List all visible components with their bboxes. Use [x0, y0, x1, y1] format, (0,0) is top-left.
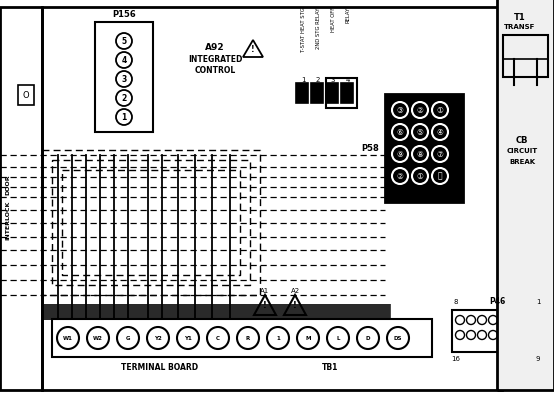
Bar	[95, 22, 153, 132]
Bar	[326, 78, 357, 108]
Bar	[326, 83, 338, 103]
Text: 9: 9	[536, 356, 540, 362]
Text: 16: 16	[452, 356, 460, 362]
Text: W1: W1	[63, 335, 73, 340]
Text: W2: W2	[93, 335, 103, 340]
Text: HEAT OFF: HEAT OFF	[331, 7, 336, 32]
Text: 3: 3	[331, 77, 335, 83]
Text: 2: 2	[316, 77, 320, 83]
Text: C: C	[216, 335, 220, 340]
Bar	[42, 7, 502, 390]
Text: !: !	[251, 45, 255, 53]
Text: O: O	[23, 90, 29, 100]
Bar	[0, 7, 42, 390]
Text: 4: 4	[121, 56, 127, 64]
Text: ⑦: ⑦	[437, 149, 443, 158]
Text: 3: 3	[121, 75, 127, 83]
Text: 1: 1	[301, 77, 305, 83]
Text: BREAK: BREAK	[509, 159, 535, 165]
Circle shape	[392, 102, 408, 118]
Text: P156: P156	[112, 9, 136, 19]
Text: A2: A2	[290, 288, 300, 294]
Text: !: !	[263, 301, 267, 310]
Text: CB: CB	[516, 135, 529, 145]
Bar	[311, 83, 323, 103]
Text: 1: 1	[121, 113, 127, 122]
Circle shape	[432, 146, 448, 162]
Text: P58: P58	[361, 143, 379, 152]
Text: ⑤: ⑤	[417, 128, 423, 137]
Circle shape	[412, 168, 428, 184]
Text: ⓪: ⓪	[438, 171, 442, 181]
Text: Y1: Y1	[184, 335, 192, 340]
Text: TERMINAL BOARD: TERMINAL BOARD	[121, 363, 198, 372]
Text: ④: ④	[437, 128, 443, 137]
Polygon shape	[284, 295, 306, 315]
Bar	[452, 310, 542, 352]
Circle shape	[412, 124, 428, 140]
Text: M: M	[305, 335, 311, 340]
Text: A1: A1	[260, 288, 270, 294]
Text: 4: 4	[346, 77, 350, 83]
Text: T-STAT HEAT STG: T-STAT HEAT STG	[300, 7, 305, 52]
Circle shape	[432, 168, 448, 184]
Circle shape	[392, 124, 408, 140]
Text: ⑥: ⑥	[397, 128, 403, 137]
Text: TB1: TB1	[322, 363, 338, 372]
Circle shape	[432, 102, 448, 118]
Text: ②: ②	[397, 171, 403, 181]
Text: DS: DS	[394, 335, 402, 340]
Bar	[385, 94, 463, 202]
Bar	[503, 35, 548, 77]
Text: ⑨: ⑨	[397, 149, 403, 158]
Circle shape	[432, 124, 448, 140]
Text: ①: ①	[437, 105, 443, 115]
Bar	[18, 85, 34, 105]
Circle shape	[392, 146, 408, 162]
Text: ⑧: ⑧	[417, 149, 423, 158]
Polygon shape	[254, 295, 276, 315]
Text: 2: 2	[121, 94, 127, 102]
Text: ③: ③	[397, 105, 403, 115]
Bar	[497, 0, 554, 390]
Text: 1: 1	[276, 335, 280, 340]
Text: G: G	[126, 335, 130, 340]
Circle shape	[412, 146, 428, 162]
Circle shape	[392, 168, 408, 184]
Bar	[341, 83, 353, 103]
Text: ②: ②	[417, 105, 423, 115]
Bar	[52, 319, 432, 357]
Text: TRANSF: TRANSF	[504, 24, 536, 30]
Text: T1: T1	[514, 13, 526, 21]
Text: 1: 1	[536, 299, 540, 305]
Text: P46: P46	[489, 297, 505, 307]
Text: !: !	[293, 301, 297, 310]
Text: L: L	[336, 335, 340, 340]
Text: INTERLOCK: INTERLOCK	[6, 200, 11, 240]
Text: A92: A92	[205, 43, 225, 51]
Bar	[497, 0, 554, 390]
Text: CONTROL: CONTROL	[194, 66, 235, 75]
Text: Y2: Y2	[154, 335, 162, 340]
Circle shape	[412, 102, 428, 118]
Text: 5: 5	[121, 36, 126, 45]
Text: INTEGRATED: INTEGRATED	[188, 55, 242, 64]
Text: 8: 8	[454, 299, 458, 305]
Text: D: D	[366, 335, 370, 340]
Text: 2ND STG RELAY: 2ND STG RELAY	[315, 7, 321, 49]
Text: ①: ①	[417, 171, 423, 181]
Text: CIRCUIT: CIRCUIT	[506, 148, 537, 154]
Text: R: R	[246, 335, 250, 340]
Text: DOOR: DOOR	[6, 175, 11, 195]
Text: RELAY: RELAY	[346, 7, 351, 23]
Bar	[296, 83, 308, 103]
